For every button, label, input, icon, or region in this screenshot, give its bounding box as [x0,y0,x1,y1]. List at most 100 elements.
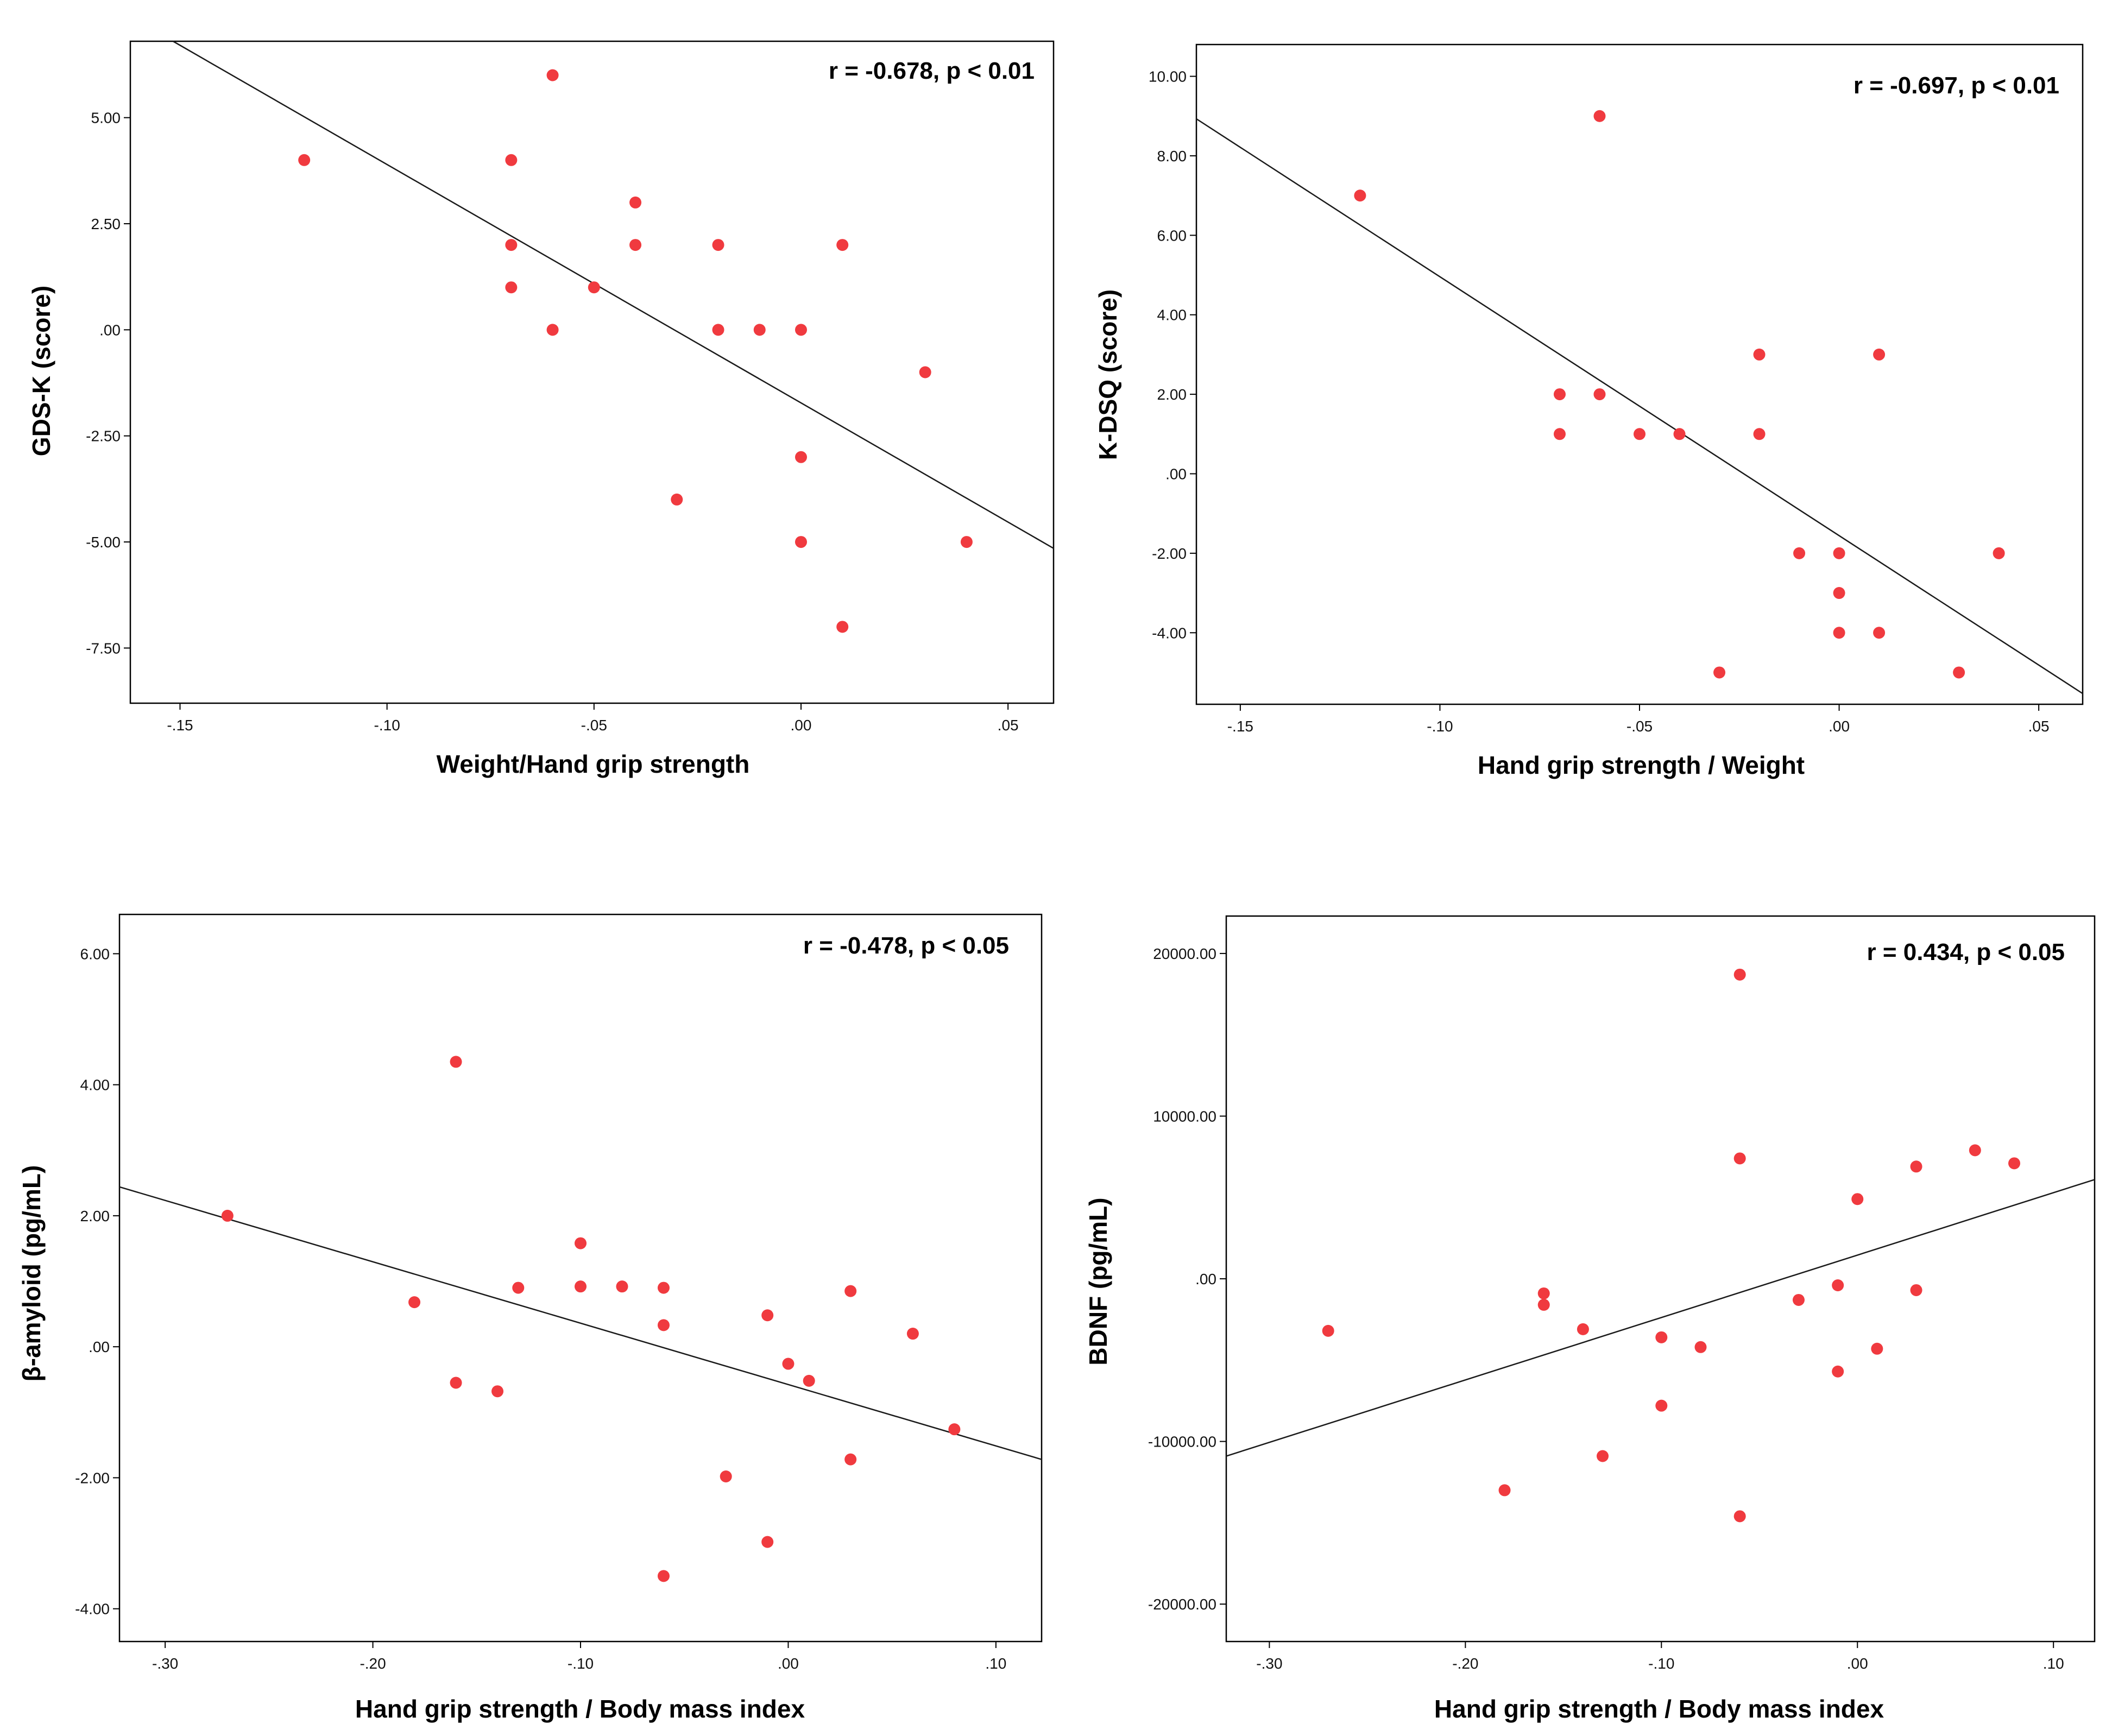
y-tick-label: 2.50 [91,216,121,232]
data-point [761,1536,774,1548]
data-point [836,621,849,633]
data-point [712,239,724,251]
data-point [1832,1365,1844,1378]
x-axis-title: Hand grip strength / Body mass index [1434,1695,1884,1723]
data-point [588,281,600,294]
x-tick-label: -.30 [152,1655,178,1672]
y-tick-label: 5.00 [91,110,121,127]
data-point [1655,1399,1668,1412]
y-tick-label: 2.00 [1157,386,1187,403]
x-tick-label: -.30 [1256,1655,1282,1672]
data-point [761,1309,774,1322]
data-point [1733,1152,1746,1165]
data-point [1793,547,1806,559]
regression-line [119,1186,1042,1460]
data-point [1733,968,1746,981]
x-tick-label: .10 [2043,1655,2064,1672]
x-axis-title: Hand grip strength / Body mass index [355,1695,805,1723]
data-point [712,324,724,336]
y-tick-label: -20000.00 [1148,1596,1216,1613]
data-point [1537,1298,1550,1311]
x-tick-label: -.20 [360,1655,386,1672]
data-point [960,536,973,548]
y-tick-label: 10000.00 [1153,1108,1216,1125]
y-tick-label: -2.00 [75,1469,110,1486]
data-point [919,366,931,378]
data-point [1694,1341,1707,1353]
x-tick-label: .00 [1847,1655,1868,1672]
data-point [1537,1287,1550,1299]
data-point [782,1358,795,1370]
data-point [221,1209,234,1222]
y-tick-label: 10.00 [1149,68,1187,85]
data-point [2008,1157,2021,1170]
y-axis-title: BDNF (pg/mL) [1084,1197,1112,1365]
data-point [1553,388,1566,401]
x-tick-label: .05 [2028,718,2050,735]
y-tick-label: .00 [99,321,121,338]
y-tick-label: 2.00 [80,1208,110,1224]
x-tick-label: .05 [998,717,1019,734]
regression-line [173,40,1054,549]
x-tick-label: -.05 [581,717,607,734]
chart-panel-k-dsq: r = -0.697, p < 0.01 Hand grip strength … [1094,43,2084,779]
data-point [657,1570,670,1582]
data-point [1832,1279,1844,1291]
y-tick-label: -2.50 [86,428,121,445]
y-tick-label: -2.00 [1152,545,1187,562]
data-point [575,1280,587,1293]
chart-panel-gds-k: r = -0.678, p < 0.01 Weight/Hand grip st… [27,40,1055,778]
y-tick-label: 4.00 [80,1077,110,1094]
x-tick-label: .00 [778,1655,799,1672]
data-point [671,493,683,506]
y-axis-title: K-DSQ (score) [1094,289,1122,460]
data-point [720,1470,732,1483]
data-point [1577,1323,1589,1335]
chart-panel-bdnf: r = 0.434, p < 0.05 Hand grip strength /… [1084,915,2096,1723]
data-point [836,239,849,251]
data-point [1322,1324,1334,1337]
x-tick-label: .10 [985,1655,1006,1672]
y-tick-label: 8.00 [1157,148,1187,165]
data-point [1953,666,1965,679]
x-tick-label: -.10 [568,1655,594,1672]
data-point [512,1282,525,1294]
y-tick-label: 4.00 [1157,307,1187,324]
correlation-annotation: r = -0.697, p < 0.01 [1853,72,2059,99]
data-point [1553,428,1566,440]
x-tick-label: -.20 [1452,1655,1478,1672]
data-point [1753,428,1766,440]
data-point [408,1296,421,1309]
data-point [1733,1510,1746,1523]
data-point [795,451,807,463]
data-point [629,239,642,251]
data-point [1655,1331,1668,1343]
data-point [844,1453,857,1466]
data-point [505,239,518,251]
data-point [546,324,559,336]
y-tick-label: 6.00 [1157,227,1187,244]
data-point [1597,1450,1609,1462]
correlation-annotation: r = 0.434, p < 0.05 [1867,939,2065,965]
data-point [1753,348,1766,361]
data-point [844,1285,857,1297]
y-tick-label: -4.00 [1152,624,1187,641]
x-tick-label: .00 [791,717,812,734]
plot-frame [1195,43,2084,705]
data-point [1910,1284,1922,1296]
data-point [1634,428,1646,440]
data-point [1873,348,1886,361]
data-point [1713,666,1726,679]
y-tick-label: 6.00 [80,945,110,962]
correlation-annotation: r = -0.678, p < 0.01 [829,58,1035,84]
y-tick-label: .00 [1195,1271,1216,1287]
plot-frame [118,913,1043,1643]
data-point [1873,627,1886,639]
x-tick-label: -.10 [1427,718,1453,735]
x-axis-title: Hand grip strength / Weight [1478,751,1805,779]
data-point [505,154,518,166]
data-point [1593,388,1606,401]
data-point [803,1374,815,1387]
data-point [948,1423,961,1436]
y-axis-title: GDS-K (score) [27,286,55,456]
